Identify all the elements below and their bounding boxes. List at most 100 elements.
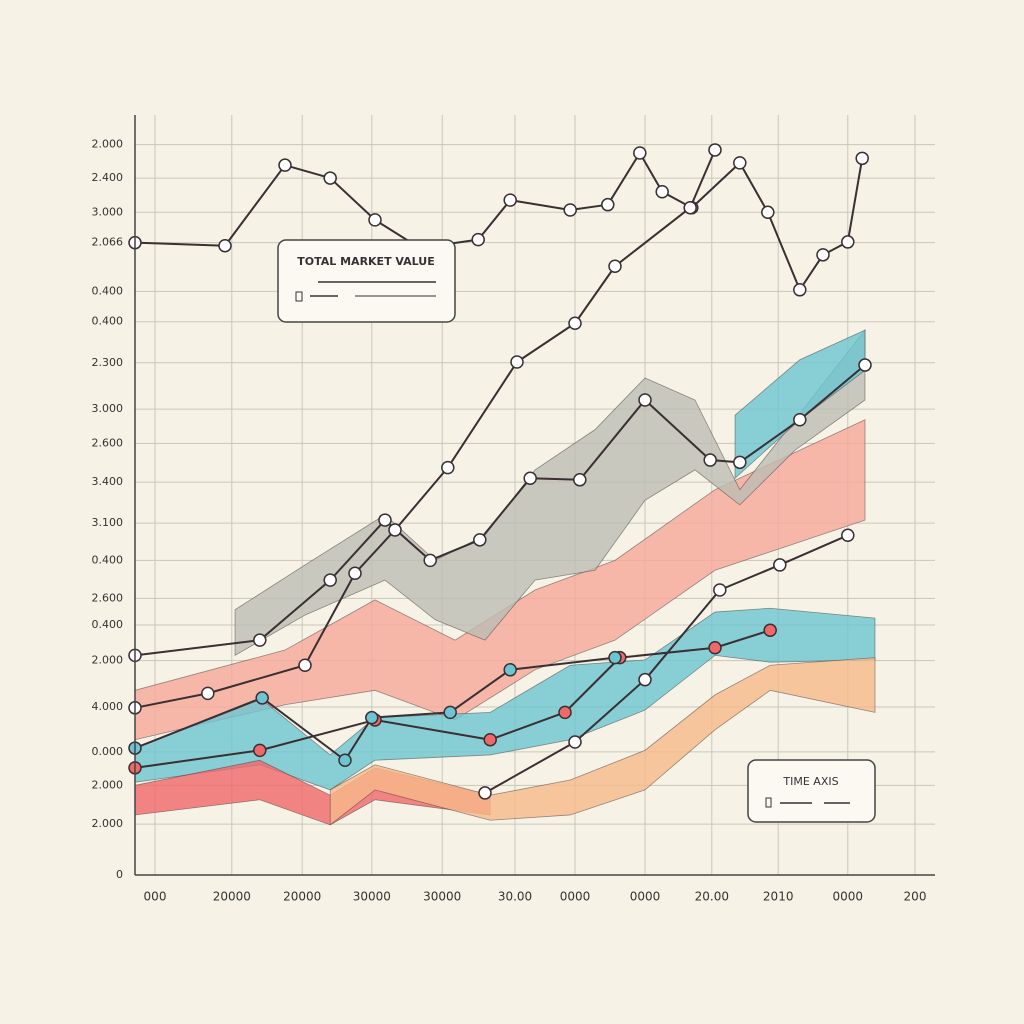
data-point bbox=[558, 705, 572, 720]
data-point bbox=[638, 393, 652, 407]
data-point bbox=[201, 686, 215, 701]
data-point bbox=[708, 641, 722, 655]
y-tick-label: 2.000 bbox=[92, 654, 124, 667]
data-point bbox=[323, 171, 337, 185]
band-area bbox=[234, 328, 866, 657]
data-point bbox=[708, 143, 722, 157]
legend-title: TOTAL MARKET VALUE bbox=[297, 255, 435, 268]
series-line bbox=[134, 629, 771, 769]
data-point bbox=[473, 533, 487, 547]
data-point bbox=[423, 553, 437, 568]
y-tick-label: 0.400 bbox=[92, 284, 124, 297]
data-point bbox=[858, 358, 872, 372]
data-point bbox=[441, 460, 455, 475]
data-point bbox=[503, 193, 517, 207]
data-point bbox=[365, 710, 379, 725]
legend-box: TOTAL MARKET VALUE bbox=[277, 239, 456, 323]
y-tick-label: 0.000 bbox=[92, 745, 124, 758]
y-tick-label: 3.400 bbox=[92, 475, 124, 488]
y-tick-label: 2.600 bbox=[92, 436, 124, 449]
data-point bbox=[368, 213, 382, 227]
y-tick-label: 0 bbox=[116, 868, 123, 881]
y-tick-label: 3.100 bbox=[92, 516, 124, 529]
data-point bbox=[841, 528, 855, 543]
data-point bbox=[478, 786, 492, 800]
data-point bbox=[563, 203, 577, 217]
y-tick-label: 3.000 bbox=[92, 402, 124, 415]
y-tick-label: 2.400 bbox=[92, 171, 124, 184]
data-point bbox=[608, 650, 622, 665]
legend-frame bbox=[747, 759, 876, 823]
data-point bbox=[683, 200, 697, 215]
y-tick-label: 2.000 bbox=[92, 138, 124, 151]
data-point bbox=[253, 633, 267, 647]
data-point bbox=[503, 663, 517, 677]
lines bbox=[128, 143, 872, 800]
data-point bbox=[443, 705, 457, 720]
data-point bbox=[793, 413, 807, 427]
axes bbox=[134, 115, 935, 876]
x-tick-label: 0000 bbox=[560, 890, 591, 904]
bands bbox=[134, 328, 876, 826]
data-point bbox=[816, 248, 830, 262]
data-point bbox=[255, 691, 269, 705]
data-point bbox=[218, 238, 232, 253]
data-point bbox=[733, 156, 747, 170]
data-point bbox=[378, 513, 392, 527]
data-point bbox=[655, 185, 669, 199]
y-tick-label: 0.400 bbox=[92, 315, 124, 328]
x-tick-label: 30000 bbox=[423, 890, 461, 904]
data-point bbox=[601, 197, 615, 212]
data-point bbox=[278, 158, 292, 172]
data-point bbox=[568, 735, 582, 749]
data-point bbox=[638, 672, 652, 687]
band-area bbox=[134, 419, 866, 741]
x-tick-label: 20000 bbox=[213, 890, 251, 904]
data-point bbox=[633, 146, 647, 160]
data-point bbox=[761, 205, 775, 220]
data-point bbox=[733, 455, 747, 470]
data-point bbox=[253, 743, 267, 758]
y-tick-label: 0.400 bbox=[92, 553, 124, 566]
data-point bbox=[338, 753, 352, 767]
series-line bbox=[484, 534, 849, 794]
data-point bbox=[510, 355, 524, 369]
data-point bbox=[323, 573, 337, 587]
data-point bbox=[855, 151, 869, 166]
data-point bbox=[388, 523, 402, 537]
y-tick-label: 2.000 bbox=[92, 778, 124, 791]
band-area bbox=[329, 657, 876, 826]
y-tick-label: 3.000 bbox=[92, 205, 124, 218]
legend-title: TIME AXIS bbox=[782, 775, 838, 788]
y-tick-label: 2.066 bbox=[92, 236, 124, 249]
data-point bbox=[841, 235, 855, 249]
x-tick-label: 20.00 bbox=[695, 890, 729, 904]
x-tick-label: 0000 bbox=[833, 890, 864, 904]
data-point bbox=[763, 623, 777, 638]
x-tick-label: 0000 bbox=[630, 890, 661, 904]
legend-icon bbox=[295, 291, 303, 302]
y-tick-label: 2.300 bbox=[92, 356, 124, 369]
data-point bbox=[471, 232, 485, 247]
legend-icon bbox=[765, 797, 772, 808]
data-point bbox=[703, 453, 717, 467]
data-point bbox=[483, 732, 497, 747]
y-tick-label: 2.600 bbox=[92, 591, 124, 604]
legend-box: TIME AXIS bbox=[747, 759, 876, 823]
x-tick-label: 30.00 bbox=[498, 890, 532, 904]
data-point bbox=[573, 473, 587, 487]
data-point bbox=[348, 566, 362, 581]
y-tick-label: 4.000 bbox=[92, 700, 124, 713]
data-point bbox=[608, 259, 622, 273]
data-point bbox=[773, 558, 787, 572]
x-tick-label: 20000 bbox=[283, 890, 321, 904]
x-tick-label: 000 bbox=[144, 890, 167, 904]
x-tick-label: 2010 bbox=[763, 890, 794, 904]
x-tick-label: 200 bbox=[904, 890, 927, 904]
data-point bbox=[523, 471, 537, 486]
y-tick-label: 0.400 bbox=[92, 618, 124, 631]
data-point bbox=[713, 583, 727, 597]
data-point bbox=[793, 283, 807, 297]
